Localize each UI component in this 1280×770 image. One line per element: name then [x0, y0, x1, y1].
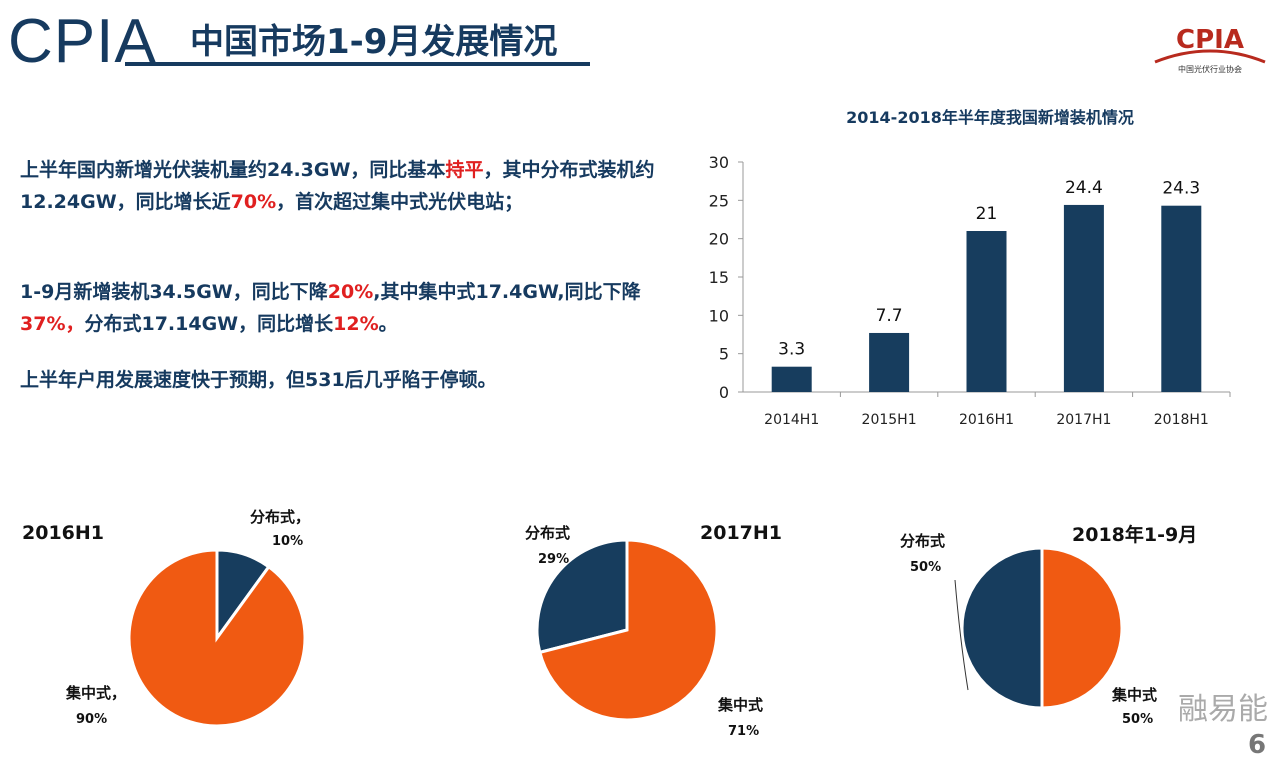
data-label: 21 — [976, 204, 998, 224]
x-tick-label: 2017H1 — [1056, 412, 1111, 428]
x-tick-label: 2016H1 — [959, 412, 1014, 428]
y-tick-label: 10 — [709, 306, 729, 325]
y-tick-label: 20 — [709, 230, 729, 249]
pie-2018-label-centralized: 集中式 — [1112, 686, 1158, 704]
pie-2016-pct-distributed: 10% — [272, 534, 304, 549]
paragraph-3: 上半年户用发展速度快于预期，但531后几乎陷于停顿。 — [20, 369, 497, 391]
watermark: 融易能 — [1178, 692, 1268, 727]
pie-2018-pct-distributed: 50% — [910, 560, 942, 575]
paragraph-2: 1-9月新增装机34.5GW，同比下降20%,其中集中式17.4GW,同比下降3… — [20, 281, 641, 335]
y-tick-label: 30 — [709, 153, 729, 172]
pie-2016-pct-centralized: 90% — [76, 712, 108, 727]
bar-chart-title: 2014-2018年半年度我国新增装机情况 — [846, 108, 1134, 127]
bar — [869, 332, 910, 392]
pie-2017-pct-distributed: 29% — [538, 552, 570, 567]
bar — [1161, 205, 1202, 392]
pie-2016-label-distributed: 分布式， — [250, 508, 311, 526]
title-underline — [125, 62, 590, 66]
pie-2016-label-centralized: 集中式， — [66, 684, 127, 702]
pie-slice — [535, 538, 629, 655]
pie-2017-pct-centralized: 71% — [728, 724, 760, 739]
data-label: 3.3 — [778, 340, 805, 360]
data-label: 24.4 — [1065, 178, 1103, 198]
y-tick-label: 25 — [709, 191, 729, 210]
cpia-logo: CPIA 中国光伏行业协会 — [1154, 25, 1266, 74]
pie-2018-pct-centralized: 50% — [1122, 712, 1154, 727]
page-number: 6 — [1248, 730, 1267, 760]
leader-line — [954, 579, 969, 691]
pie-slice — [537, 538, 719, 722]
bar — [1063, 204, 1104, 392]
bar — [771, 366, 812, 392]
pie-slice — [1040, 546, 1124, 710]
pie-slice — [127, 548, 307, 728]
logo-subtext: 中国光伏行业协会 — [1178, 64, 1242, 74]
bar — [966, 231, 1007, 392]
x-tick-label: 2018H1 — [1154, 412, 1209, 428]
x-tick-label: 2014H1 — [764, 412, 819, 428]
paragraph-1: 上半年国内新增光伏装机量约24.3GW，同比基本持平，其中分布式装机约12.24… — [20, 159, 655, 213]
y-tick-label: 15 — [709, 268, 729, 287]
pie-2017-label-distributed: 分布式 — [525, 524, 571, 542]
data-label: 24.3 — [1162, 179, 1200, 199]
pie-2018-label-distributed: 分布式 — [900, 532, 946, 550]
y-tick-label: 5 — [719, 345, 729, 364]
x-tick-label: 2015H1 — [862, 412, 917, 428]
pie-2016-title: 2016H1 — [22, 522, 105, 544]
data-label: 7.7 — [876, 306, 903, 326]
y-tick-label: 0 — [719, 383, 729, 402]
page-title: 中国市场1-9月发展情况 — [190, 22, 558, 62]
pie-slice — [960, 546, 1044, 710]
pie-2017-title: 2017H1 — [700, 522, 783, 544]
pie-2018-title: 2018年1-9月 — [1072, 524, 1198, 546]
pie-2017-label-centralized: 集中式 — [718, 696, 764, 714]
